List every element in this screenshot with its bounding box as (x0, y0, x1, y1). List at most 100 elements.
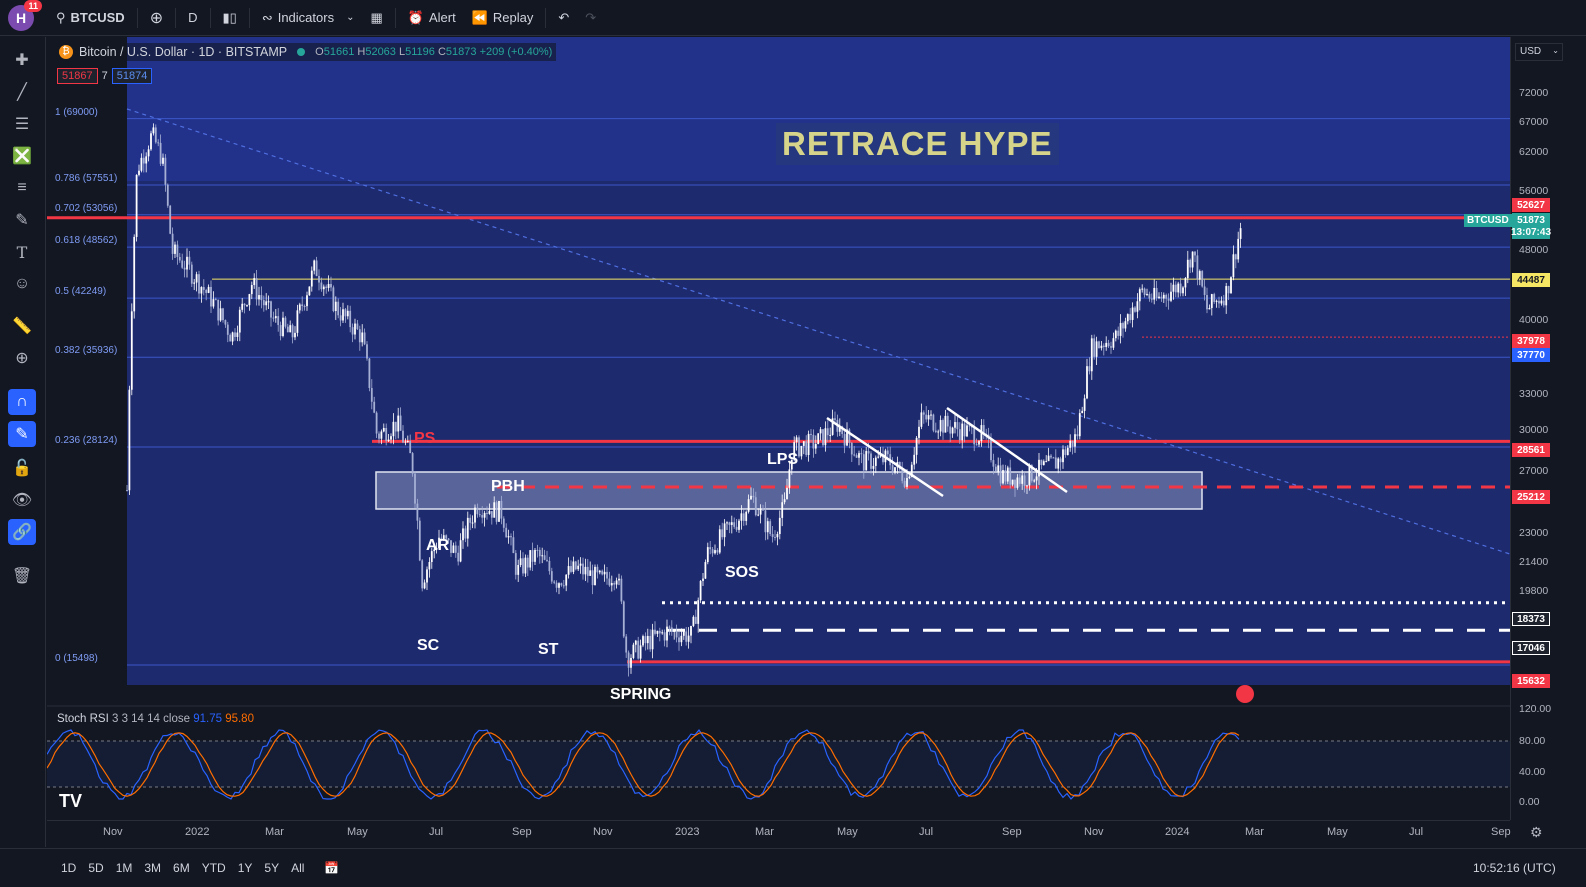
candle-body (646, 635, 649, 644)
candle-body (558, 583, 560, 588)
candle-body (874, 457, 877, 466)
lock-tool[interactable]: 🔓 (8, 455, 36, 481)
bid-price[interactable]: 51867 (57, 68, 98, 84)
measure-tool[interactable]: 📏 (8, 313, 36, 339)
text-tool[interactable]: T (8, 239, 36, 265)
candle-body (200, 287, 203, 294)
candle-body (812, 434, 815, 449)
candle-body (471, 522, 474, 524)
candle-body (925, 414, 928, 420)
range-button[interactable]: YTD (201, 861, 226, 875)
candle-body (476, 507, 479, 515)
candle-body (690, 625, 692, 636)
user-avatar[interactable]: H 11 (8, 0, 42, 31)
flag-event-icon[interactable] (1236, 685, 1254, 703)
candle-body (274, 316, 277, 319)
chevron-down-icon: ⌄ (1552, 46, 1559, 55)
rsi-k-line (47, 728, 1240, 800)
candle-body (330, 284, 332, 288)
symbol-search-button[interactable]: ⚲ BTCUSD (48, 0, 133, 36)
fib-tool[interactable]: ≡ (8, 175, 36, 201)
alert-button[interactable]: ⏰ Alert (400, 0, 464, 36)
candle-body (322, 286, 325, 290)
candle-body (577, 565, 580, 570)
redo-button[interactable]: ↷ (577, 0, 604, 36)
candle-body (265, 301, 268, 306)
range-button[interactable]: 5D (88, 861, 104, 875)
fib-label: 0.702 (53056) (55, 202, 118, 214)
undo-button[interactable]: ↶ (550, 0, 577, 36)
candle-body (387, 439, 390, 442)
candle-body (351, 327, 354, 335)
ruler-icon: 📏 (12, 318, 32, 335)
candle-body (534, 549, 536, 562)
chart-type-button[interactable]: ▮▯ (215, 0, 245, 36)
crosshair-tool[interactable]: ✚ (8, 47, 36, 73)
hide-tool[interactable]: 👁 (8, 487, 36, 513)
candle-body (481, 514, 484, 518)
candle-body (680, 635, 683, 643)
trendline-tool[interactable]: ╱ (8, 79, 36, 105)
candle-body (1182, 287, 1184, 294)
rsi-legend[interactable]: Stoch RSI 3 3 14 14 close 91.75 95.80 (57, 713, 254, 725)
candle-body (1148, 293, 1151, 299)
horizontal-lines-tool[interactable]: ☰ (8, 111, 36, 137)
candle-body (903, 480, 906, 487)
price-tick: 48000 (1519, 244, 1549, 256)
candle-body (968, 425, 971, 427)
zoom-tool[interactable]: ⊕ (8, 345, 36, 371)
magnet-tool[interactable]: ∩ (8, 389, 36, 415)
range-button[interactable]: All (291, 861, 305, 875)
symbol-legend[interactable]: ₿ Bitcoin / U.S. Dollar · 1D · BITSTAMP … (55, 43, 557, 61)
templates-button[interactable]: ▦ (362, 0, 390, 36)
candle-body (901, 469, 904, 481)
goto-date-button[interactable]: 📅 (324, 861, 339, 875)
axis-settings-button[interactable]: ⚙ (1530, 824, 1543, 841)
candle-body (282, 317, 284, 337)
low-value: 51196 (405, 46, 435, 58)
candle-body (673, 630, 676, 632)
chevron-down-icon: ⌄ (346, 12, 355, 23)
time-axis[interactable]: Nov 2022 Mar May Jul Sep Nov 2023 Mar May Jul Sep No… (47, 820, 1511, 848)
range-button[interactable]: 1D (61, 861, 77, 875)
range-button[interactable]: 5Y (264, 861, 280, 875)
candle-body (627, 652, 630, 668)
sync-tool[interactable]: 🔗 (8, 519, 36, 545)
drawing-toolbar: ✚ ╱ ☰ ❎ ≡ ✎ T ☺ 📏 ⊕ ∩ ✎ 🔓 👁 🔗 🗑 (0, 37, 46, 847)
range-button[interactable]: 6M (173, 861, 190, 875)
emoji-tool[interactable]: ☺ (8, 271, 36, 297)
range-button[interactable]: 3M (144, 861, 162, 875)
currency-selector[interactable]: USD ⌄ (1515, 43, 1563, 61)
time-tick: May (837, 826, 858, 838)
candle-body (891, 465, 894, 473)
pattern-tool[interactable]: ❎ (8, 143, 36, 169)
fib-label: 0.5 (42249) (55, 286, 107, 298)
ask-price[interactable]: 51874 (111, 68, 153, 84)
price-tick: 0.00 (1519, 796, 1540, 808)
candle-body (1066, 447, 1069, 455)
candle-body (1201, 271, 1204, 287)
candle-body (241, 303, 244, 310)
candle-body (234, 332, 236, 337)
price-scale[interactable]: USD ⌄ 72000 67000 62000 56000 48000 40000 3300… (1510, 37, 1586, 820)
candle-body (342, 309, 344, 321)
replay-button[interactable]: ⏪ Replay (464, 0, 542, 36)
currency-label: USD (1520, 46, 1542, 57)
indicators-button[interactable]: ∾ Indicators ⌄ (254, 0, 363, 36)
candle-body (1122, 323, 1124, 329)
annotation-lps: LPS (767, 451, 799, 468)
candle-body (452, 545, 455, 553)
candle-body (939, 420, 942, 432)
delete-tool[interactable]: 🗑 (8, 563, 36, 589)
candle-body (1220, 300, 1223, 304)
range-button[interactable]: 1Y (237, 861, 253, 875)
brush-tool[interactable]: ✎ (8, 207, 36, 233)
lock-icon: 🔓 (12, 460, 32, 477)
candle-body (730, 522, 733, 525)
symbol-tag-label: BTCUSD (1467, 215, 1509, 226)
compare-button[interactable]: ⊕ (142, 0, 171, 36)
interval-button[interactable]: D (180, 0, 205, 36)
candle-body (502, 518, 505, 528)
range-button[interactable]: 1M (115, 861, 133, 875)
stay-drawing-tool[interactable]: ✎ (8, 421, 36, 447)
